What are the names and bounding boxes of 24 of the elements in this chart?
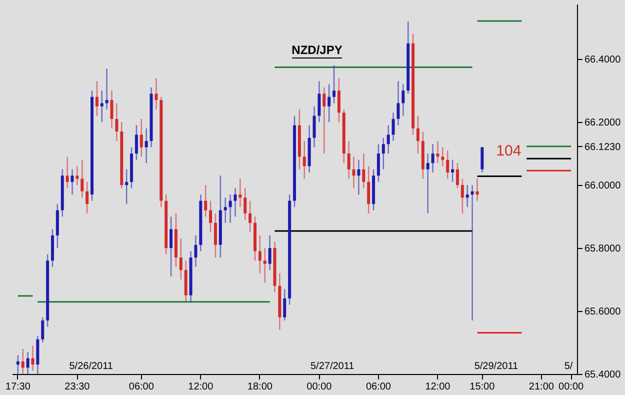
annotation: 5/26/2011 — [69, 361, 114, 372]
x-tick-label: 21:00 — [528, 382, 554, 392]
y-tick-label: 65.6000 — [584, 306, 622, 318]
y-tick-label: 66.0000 — [584, 180, 622, 192]
y-tick-label: 66.4000 — [584, 54, 622, 66]
text: NZD/JPY — [292, 43, 342, 57]
y-tick-label: 66.2000 — [584, 118, 622, 129]
annotation: 5/29/2011 — [474, 361, 519, 372]
x-tick-label: 12:00 — [188, 382, 214, 392]
x-tick-label: 17:30 — [5, 382, 31, 392]
annotation: 104 — [496, 142, 522, 160]
x-tick-label: 15:00 — [470, 382, 496, 392]
x-tick-label: 00:00 — [558, 382, 584, 392]
y-tick-label: 65.4000 — [584, 370, 622, 380]
x-tick-label: 12:00 — [425, 382, 451, 392]
annotation: 5/27/2011 — [310, 361, 355, 372]
x-tick-label: 00:00 — [306, 382, 332, 392]
x-tick-label: 23:30 — [64, 382, 90, 392]
y-tick-label: 66.1230 — [584, 142, 622, 153]
x-tick-label: 06:00 — [128, 382, 154, 392]
x-tick-label: 06:00 — [366, 382, 392, 392]
x-tick-label: 18:00 — [247, 382, 273, 392]
y-tick-label: 65.8000 — [584, 244, 622, 255]
annotation: 5/ — [564, 361, 573, 372]
